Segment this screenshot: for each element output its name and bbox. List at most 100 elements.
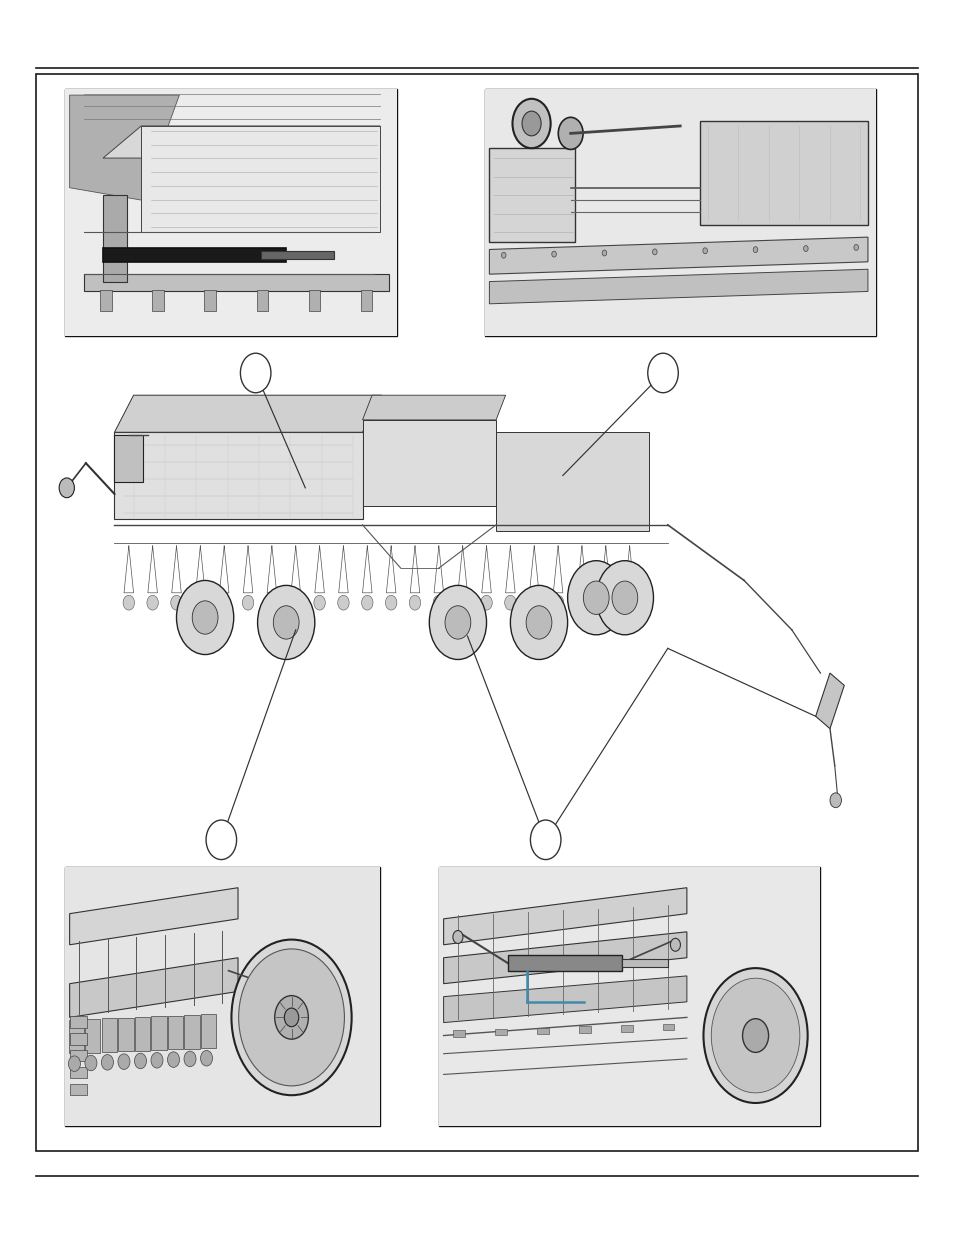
Bar [102,1018,117,1052]
Circle shape [558,117,582,149]
Bar [65,89,396,336]
Circle shape [802,246,807,252]
Circle shape [218,595,230,610]
Bar [36,74,917,1151]
Bar [85,1019,100,1052]
Bar [360,290,372,311]
Circle shape [521,111,540,136]
Circle shape [118,1053,130,1070]
Bar [578,1026,590,1032]
Circle shape [361,595,373,610]
Circle shape [599,595,611,610]
Circle shape [504,595,516,610]
Polygon shape [70,958,238,1018]
Circle shape [134,1053,147,1068]
Circle shape [702,248,707,253]
Bar [65,89,396,336]
Bar [201,1014,216,1047]
Circle shape [176,580,233,655]
Circle shape [596,561,653,635]
Bar [204,290,215,311]
Circle shape [670,939,679,951]
Circle shape [647,353,678,393]
Bar [168,1015,183,1050]
Circle shape [206,820,236,860]
Bar [438,867,820,1126]
Bar [438,867,820,1126]
Bar [70,1083,87,1095]
Bar [256,290,268,311]
Circle shape [266,595,277,610]
Circle shape [567,561,624,635]
Polygon shape [141,126,380,232]
Circle shape [702,968,807,1103]
Circle shape [59,478,74,498]
Bar [152,1016,167,1050]
Circle shape [290,595,301,610]
Circle shape [453,930,462,944]
Circle shape [480,595,492,610]
Circle shape [530,820,560,860]
Circle shape [151,1052,163,1068]
Circle shape [69,1056,80,1072]
Polygon shape [70,95,179,200]
Bar [621,960,667,967]
Circle shape [242,595,253,610]
Bar [69,1020,84,1053]
Bar [70,1016,87,1028]
Circle shape [101,1055,113,1070]
Circle shape [551,251,556,257]
Bar [484,89,875,336]
Circle shape [257,585,314,659]
Polygon shape [443,888,686,945]
Bar [260,252,334,259]
Circle shape [409,595,420,610]
Polygon shape [114,395,381,432]
Bar [134,1016,150,1051]
Circle shape [612,582,638,615]
Circle shape [853,245,858,251]
Bar [489,148,575,242]
Circle shape [168,1052,179,1067]
Circle shape [576,595,587,610]
Bar [699,121,867,225]
Circle shape [525,606,551,640]
Bar [495,1029,506,1035]
Circle shape [385,595,396,610]
Circle shape [200,1051,213,1066]
Circle shape [444,606,470,640]
Circle shape [238,948,344,1086]
Circle shape [314,595,325,610]
Bar [65,867,379,1126]
Circle shape [193,601,217,635]
Circle shape [194,595,206,610]
Circle shape [123,595,134,610]
Bar [453,1030,464,1036]
Circle shape [510,585,567,659]
Circle shape [501,252,505,258]
Circle shape [711,978,799,1093]
Circle shape [284,1008,298,1026]
Polygon shape [443,931,686,983]
Bar [100,290,112,311]
Circle shape [184,1051,195,1067]
Polygon shape [489,269,867,304]
Circle shape [274,995,308,1039]
Polygon shape [815,673,843,729]
Bar [118,1018,133,1051]
Polygon shape [362,420,496,506]
Bar [152,290,164,311]
Circle shape [240,353,271,393]
Bar [84,274,389,291]
Circle shape [85,1055,97,1071]
Polygon shape [489,237,867,274]
Circle shape [337,595,349,610]
Bar [70,1032,87,1045]
Circle shape [456,595,468,610]
Circle shape [433,595,444,610]
Bar [65,867,379,1126]
Polygon shape [114,432,362,519]
Bar [103,248,285,262]
Circle shape [429,585,486,659]
Circle shape [829,793,841,808]
